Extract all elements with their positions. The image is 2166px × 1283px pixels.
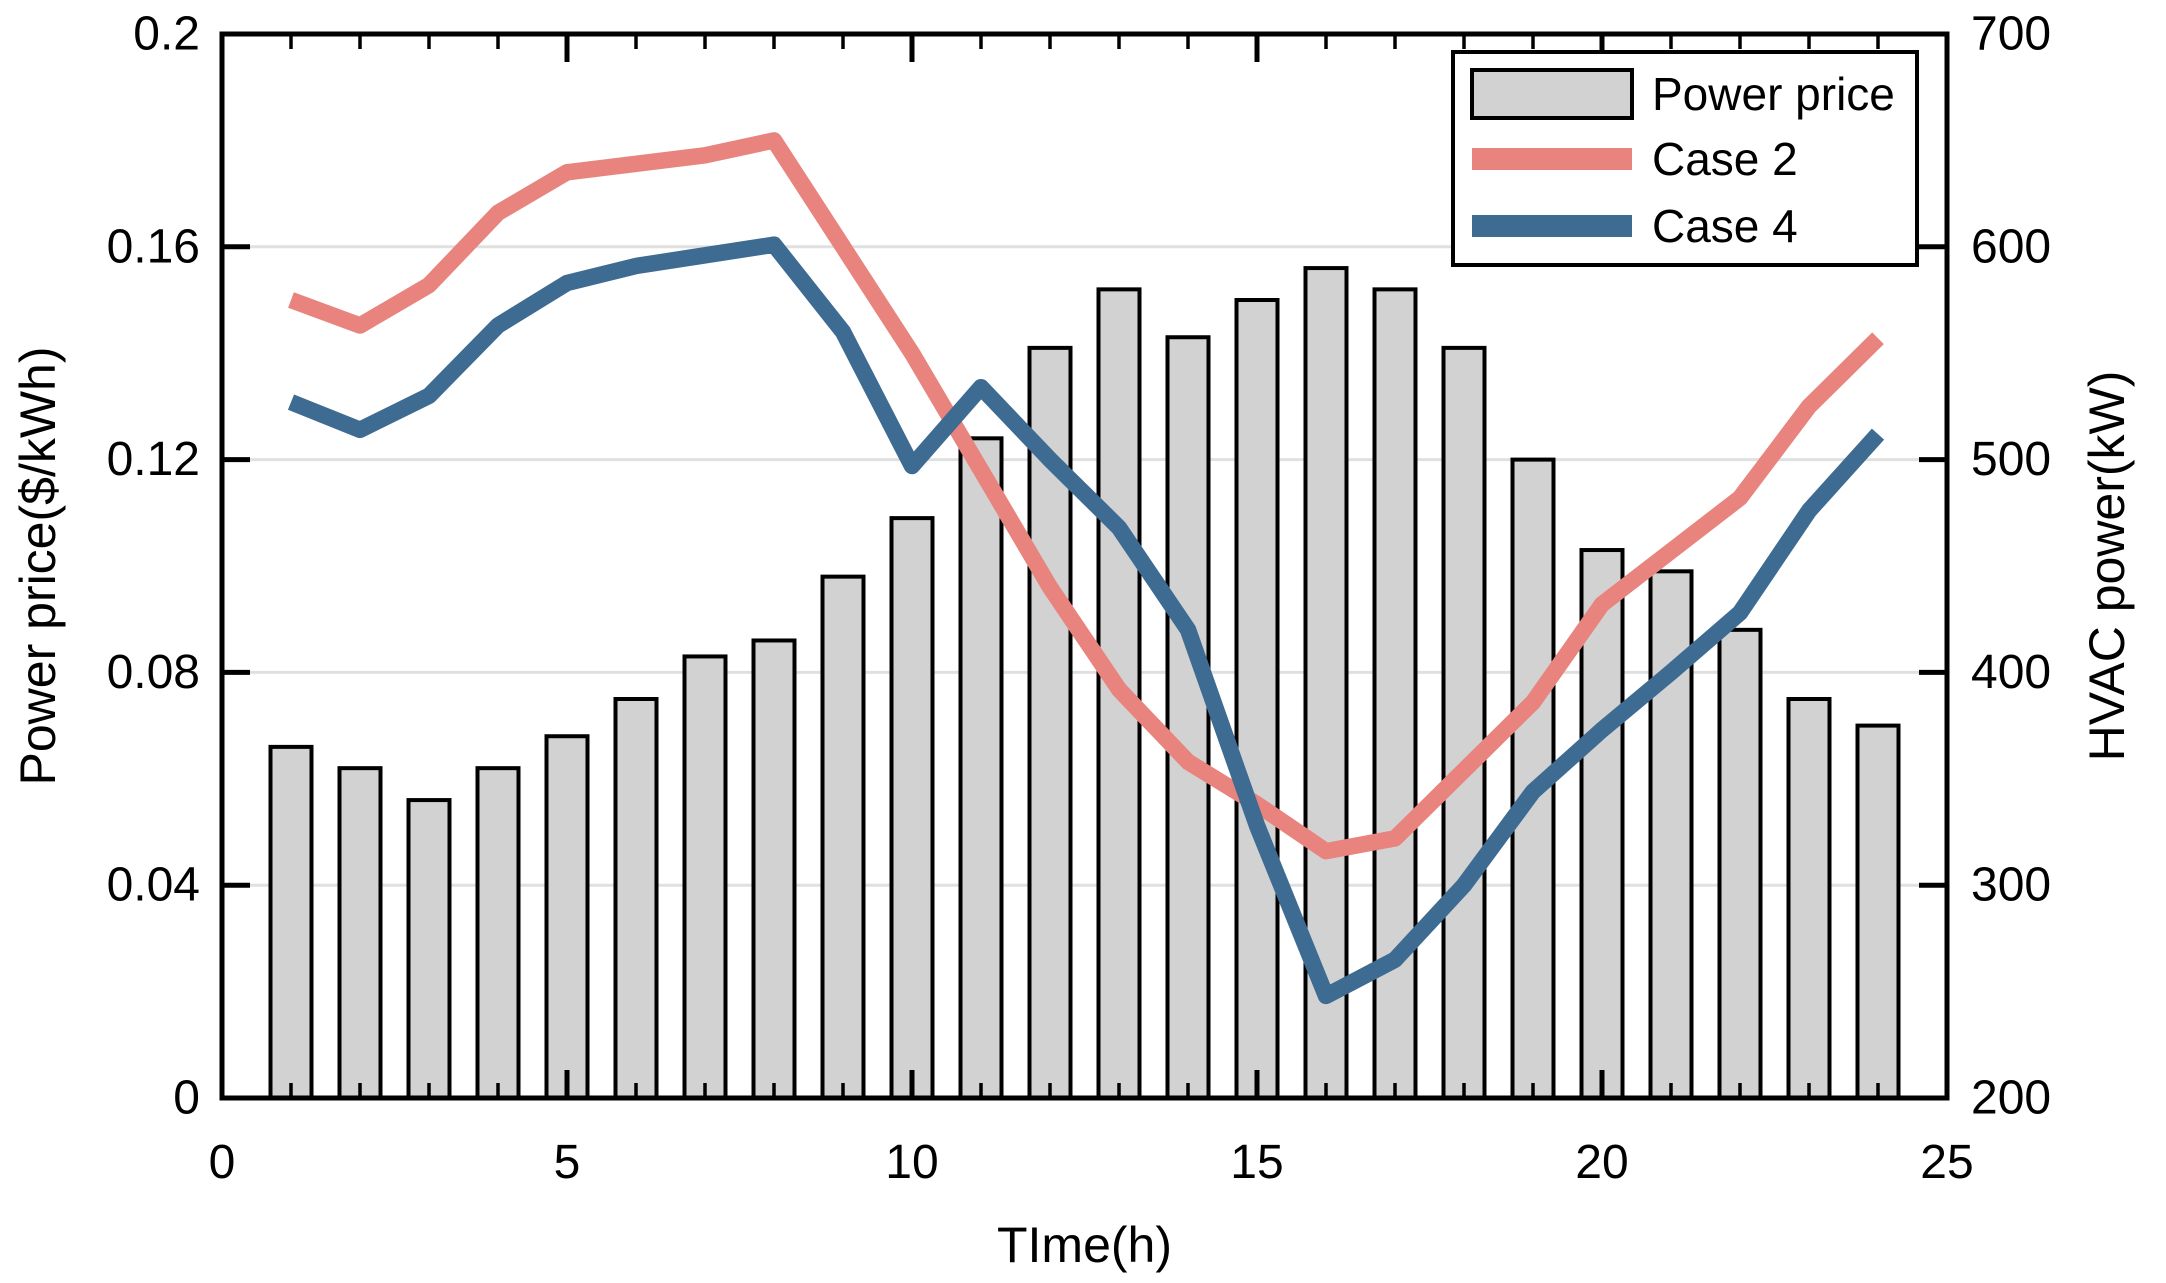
y-tick-label-right: 200 (1971, 1072, 2051, 1125)
legend-label: Case 4 (1652, 200, 1798, 252)
right-axis-label: HVAC power(kW) (2079, 371, 2135, 762)
y-tick-label-right: 300 (1971, 859, 2051, 912)
y-tick-label-right: 500 (1971, 433, 2051, 486)
legend-line-swatch (1472, 148, 1632, 170)
price-bar (1648, 569, 1694, 1100)
y-tick-label-right: 400 (1971, 646, 2051, 699)
x-tick-label: 0 (209, 1136, 236, 1189)
x-tick-label: 20 (1575, 1136, 1628, 1189)
price-bar (268, 744, 314, 1100)
case4-line (287, 236, 1885, 1005)
y-tick-label-left: 0.12 (107, 433, 200, 486)
legend-label: Power price (1652, 68, 1895, 120)
price-bar (958, 436, 1004, 1100)
price-bar (337, 766, 383, 1100)
x-tick-label: 15 (1230, 1136, 1283, 1189)
price-bar (889, 516, 935, 1100)
price-bar (1786, 697, 1832, 1100)
y-tick-label-left: 0.04 (107, 859, 200, 912)
legend-line-swatch (1472, 215, 1632, 237)
y-tick-label-right: 700 (1971, 8, 2051, 61)
price-bar (613, 697, 659, 1100)
price-bar (475, 766, 521, 1100)
y-tick-label-left: 0 (173, 1072, 200, 1125)
price-bar (1372, 287, 1418, 1100)
legend-bar-swatch (1470, 68, 1634, 120)
price-bar (1579, 548, 1625, 1100)
plot-border (219, 31, 1950, 1101)
y-tick-label-left: 0.08 (107, 646, 200, 699)
y-tick-label-left: 0.2 (133, 8, 200, 61)
price-bar (682, 654, 728, 1100)
price-bar (751, 638, 797, 1100)
x-tick-label: 5 (554, 1136, 581, 1189)
legend-label: Case 2 (1652, 133, 1798, 185)
x-tick-label: 25 (1920, 1136, 1973, 1189)
y-tick-label-left: 0.16 (107, 220, 200, 273)
price-bar (406, 798, 452, 1101)
price-bar (1717, 627, 1763, 1101)
price-bar (1165, 335, 1211, 1100)
price-bar (1855, 723, 1901, 1100)
left-axis-label: Power price($/kWh) (10, 347, 66, 786)
price-bar (1441, 345, 1487, 1100)
price-bar (820, 574, 866, 1100)
y-tick-label-right: 600 (1971, 220, 2051, 273)
price-bar (1234, 298, 1280, 1100)
case2-line (288, 132, 1884, 860)
x-axis-label: TIme(h) (997, 1217, 1172, 1273)
price-bar (544, 734, 590, 1100)
x-tick-label: 10 (885, 1136, 938, 1189)
